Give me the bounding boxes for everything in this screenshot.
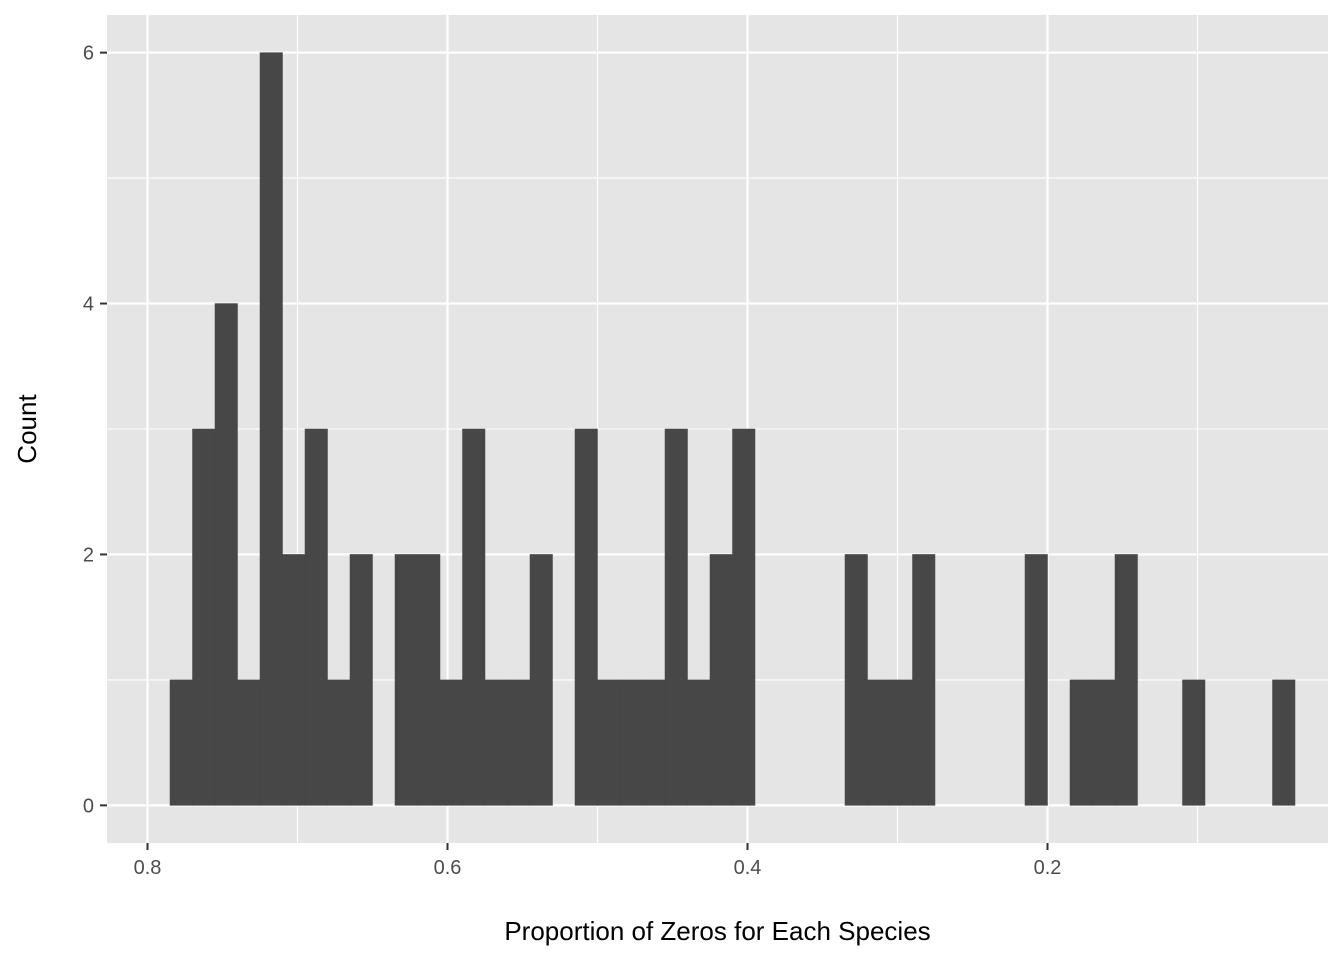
histogram-bar: [169, 679, 193, 806]
histogram-bar: [192, 428, 216, 806]
histogram-bar: [1024, 554, 1048, 806]
y-tick-label: 4: [83, 294, 94, 316]
histogram-bar: [664, 428, 688, 806]
histogram-bar: [574, 428, 598, 806]
histogram-bar: [327, 679, 351, 806]
x-tick-label: 0.6: [434, 857, 462, 879]
histogram-bar: [1092, 679, 1116, 806]
histogram-bar: [912, 554, 936, 806]
histogram-bar: [732, 428, 756, 806]
histogram-bar: [687, 679, 711, 806]
histogram-bar: [529, 554, 553, 806]
histogram-bar: [507, 679, 531, 806]
y-axis-title: Count: [12, 394, 42, 464]
histogram-bar: [214, 303, 238, 806]
histogram-bar: [484, 679, 508, 806]
histogram-bar: [439, 679, 463, 806]
histogram-bars: [169, 52, 1296, 806]
histogram-bar: [844, 554, 868, 806]
histogram-bar: [709, 554, 733, 806]
histogram-bar: [597, 679, 621, 806]
histogram-bar: [1182, 679, 1206, 806]
y-tick-label: 6: [83, 43, 94, 65]
histogram-bar: [282, 554, 306, 806]
x-axis: 0.8 0.6 0.4 0.2: [134, 843, 1062, 879]
histogram-bar: [889, 679, 913, 806]
histogram-bar: [237, 679, 261, 806]
histogram-bar: [867, 679, 891, 806]
histogram-bar: [394, 554, 418, 806]
histogram-bar: [304, 428, 328, 806]
x-tick-label: 0.2: [1034, 857, 1062, 879]
histogram-bar: [642, 679, 666, 806]
y-tick-label: 0: [83, 795, 94, 817]
y-tick-label: 2: [83, 544, 94, 566]
x-tick-label: 0.4: [734, 857, 762, 879]
histogram-bar: [1114, 554, 1138, 806]
y-axis: 0 2 4 6: [83, 43, 107, 817]
histogram-bar: [349, 554, 373, 806]
x-tick-label: 0.8: [134, 857, 162, 879]
histogram-bar: [417, 554, 441, 806]
histogram-bar: [1069, 679, 1093, 806]
histogram-bar: [462, 428, 486, 806]
x-axis-title: Proportion of Zeros for Each Species: [504, 916, 930, 946]
histogram-bar: [1272, 679, 1296, 806]
histogram-bar: [619, 679, 643, 806]
histogram-bar: [259, 52, 283, 806]
